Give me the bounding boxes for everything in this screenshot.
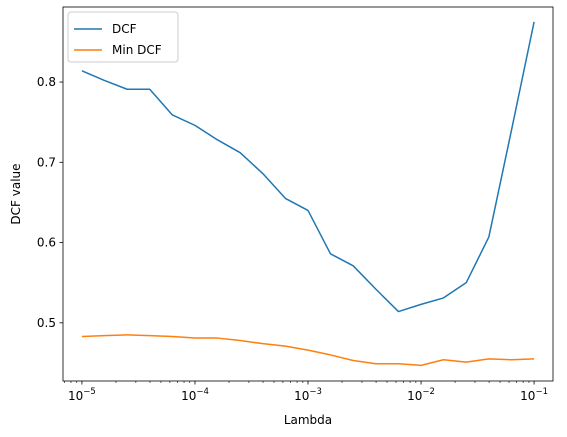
x-tick-label: 10−2	[407, 387, 435, 403]
x-axis-ticks: 10−5 10−4 10−3 10−2 10−1	[64, 381, 548, 403]
series-line-0	[81, 21, 535, 313]
x-axis-label: Lambda	[284, 413, 332, 427]
series-line-1	[81, 334, 535, 367]
y-axis-ticks: 0.5 0.6 0.7 0.8	[37, 75, 63, 330]
legend-label: DCF	[112, 22, 137, 36]
plot-lines	[81, 21, 535, 367]
x-tick-label: 10−3	[294, 387, 322, 403]
x-tick-label: 10−4	[181, 387, 209, 403]
x-tick-label: 10−5	[68, 387, 96, 403]
legend-label: Min DCF	[112, 43, 162, 57]
x-tick-label: 10−1	[520, 387, 548, 403]
y-tick-label: 0.7	[37, 155, 56, 169]
y-tick-label: 0.8	[37, 75, 56, 89]
legend: DCF Min DCF	[67, 11, 179, 63]
y-tick-label: 0.6	[37, 236, 56, 250]
y-tick-label: 0.5	[37, 316, 56, 330]
plot-frame	[62, 6, 554, 382]
y-axis-label: DCF value	[9, 163, 23, 224]
